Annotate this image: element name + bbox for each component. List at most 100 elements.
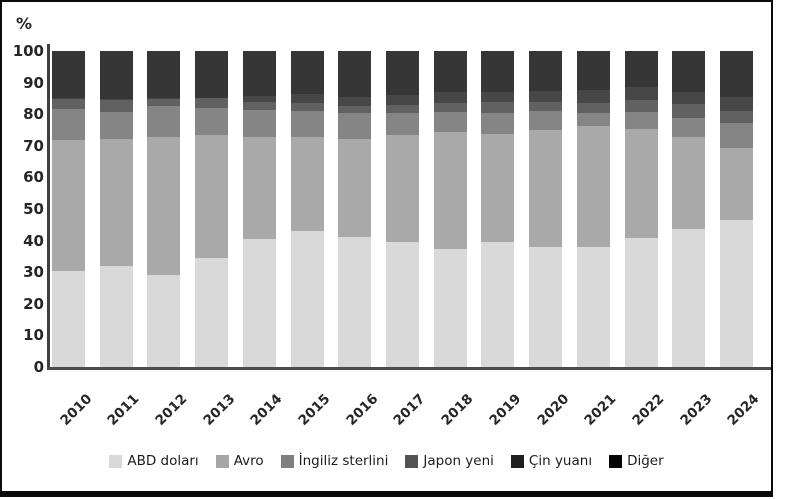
legend-swatch-icon: [609, 454, 623, 468]
bar-segment: [385, 105, 419, 113]
bar-segment: [99, 112, 133, 139]
bar-segment: [290, 111, 324, 138]
bar-segment: [481, 91, 515, 102]
bar-segment: [52, 51, 85, 99]
bar-2012: [147, 51, 181, 367]
bar-segment: [147, 98, 181, 100]
bar-segment: [290, 137, 324, 231]
bar-segment: [576, 89, 610, 104]
legend-swatch-icon: [109, 454, 123, 468]
x-tick-label: 2016: [343, 391, 382, 429]
legend-swatch-icon: [510, 454, 524, 468]
bar-segment: [290, 102, 324, 112]
bar-segment: [719, 148, 753, 221]
x-tick-label: 2012: [152, 391, 191, 429]
bar-segment: [576, 246, 610, 367]
bar-segment: [338, 237, 372, 367]
bar-segment: [195, 107, 229, 136]
x-tick-label: 2018: [438, 391, 477, 429]
bar-segment: [576, 112, 610, 126]
bar-segment: [719, 51, 753, 97]
bar-segment: [52, 99, 85, 110]
bar-segment: [338, 112, 372, 139]
x-tick-label: 2014: [247, 391, 286, 429]
x-tick-label: 2017: [390, 391, 429, 429]
x-tick-label: 2021: [581, 391, 620, 429]
bar-segment: [576, 125, 610, 247]
legend-item: Avro: [215, 453, 264, 469]
bar-segment: [433, 132, 467, 250]
bar-2018: [433, 51, 467, 367]
bar-segment: [481, 101, 515, 113]
bar-segment: [52, 270, 85, 367]
legend-swatch-icon: [280, 454, 294, 468]
bar-segment: [290, 230, 324, 367]
bar-segment: [195, 97, 229, 99]
bar-segment: [529, 130, 563, 247]
bar-segment: [433, 112, 467, 133]
bar-segment: [529, 91, 563, 102]
bar-2014: [242, 51, 276, 367]
bar-2016: [338, 51, 372, 367]
y-tick-label: 70: [23, 136, 44, 155]
x-tick-label: 2024: [724, 391, 763, 429]
bar-segment: [195, 51, 229, 98]
y-tick-label: 10: [23, 326, 44, 345]
bar-segment: [624, 112, 658, 129]
bar-2011: [99, 51, 133, 367]
x-tick-label: 2011: [104, 391, 143, 429]
y-axis-unit-label: %: [16, 14, 33, 33]
bar-segment: [242, 239, 276, 367]
bar-2020: [529, 51, 563, 367]
x-tick-label: 2019: [486, 391, 525, 429]
bar-segment: [624, 86, 658, 101]
bar-segment: [385, 112, 419, 136]
x-tick-label: 2013: [200, 391, 238, 429]
bar-segment: [195, 98, 229, 108]
bar-segment: [481, 133, 515, 242]
x-tick-label: 2022: [629, 391, 668, 429]
y-tick-label: 90: [23, 73, 44, 92]
bar-segment: [433, 51, 467, 93]
x-tick-label: 2010: [56, 391, 95, 429]
bar-segment: [99, 265, 133, 367]
bar-segment: [147, 106, 181, 138]
legend-label: Japon yeni: [423, 453, 494, 469]
bar-segment: [195, 135, 229, 258]
bar-segment: [672, 92, 706, 105]
bar-2017: [385, 51, 419, 367]
y-tick-label: 60: [23, 168, 44, 187]
bar-segment: [338, 138, 372, 238]
y-tick-label: 80: [23, 105, 44, 124]
bar-segment: [195, 257, 229, 367]
legend: ABD doları Avro İngiliz sterlini Japon yeni…: [0, 453, 773, 469]
bar-segment: [576, 51, 610, 90]
bar-segment: [242, 110, 276, 137]
bar-segment: [99, 99, 133, 100]
bar-segment: [52, 109, 85, 140]
legend-label: İngiliz sterlini: [298, 453, 389, 469]
bar-segment: [481, 51, 515, 92]
bar-segment: [52, 139, 85, 271]
bar-segment: [719, 96, 753, 112]
bar-segment: [672, 137, 706, 229]
legend-item: İngiliz sterlini: [280, 453, 389, 469]
bar-segment: [147, 99, 181, 107]
bar-segment: [576, 103, 610, 113]
bar-segment: [242, 136, 276, 240]
bar-segment: [385, 51, 419, 95]
bar-segment: [529, 246, 563, 367]
bar-segment: [672, 228, 706, 367]
bar-2023: [672, 51, 706, 367]
bar-segment: [385, 242, 419, 367]
bar-segment: [290, 51, 324, 94]
bar-segment: [481, 241, 515, 367]
bar-segment: [385, 135, 419, 243]
legend-item: Diğer: [609, 453, 664, 469]
legend-swatch-icon: [215, 454, 229, 468]
bar-segment: [529, 111, 563, 131]
bar-segment: [624, 238, 658, 367]
bar-segment: [99, 138, 133, 266]
bar-segment: [719, 220, 753, 367]
